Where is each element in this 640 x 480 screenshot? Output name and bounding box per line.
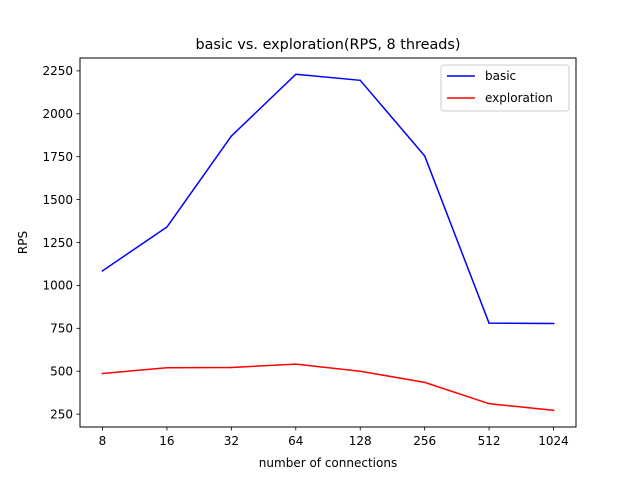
chart-title: basic vs. exploration(RPS, 8 threads)	[195, 37, 460, 53]
y-tick-label: 1250	[42, 236, 73, 250]
x-axis-label: number of connections	[259, 456, 397, 470]
legend: basic exploration	[440, 64, 570, 112]
data-point-basic	[359, 79, 361, 82]
x-tick-label: 1024	[538, 434, 569, 448]
y-tick-label: 500	[50, 365, 73, 379]
x-tick-label: 256	[413, 434, 436, 448]
y-axis: 250 500 750 1000 1250 1500 1750 2000 2250	[42, 64, 80, 421]
data-point-exploration	[101, 372, 104, 375]
data-point-exploration	[552, 409, 555, 412]
plot-area	[79, 57, 577, 428]
y-tick-label: 750	[50, 322, 73, 336]
data-point-exploration	[295, 363, 297, 365]
x-tick-label: 16	[159, 434, 174, 448]
x-tick-label: 32	[224, 434, 239, 448]
x-tick-label: 8	[99, 434, 107, 448]
y-tick-label: 1500	[42, 193, 73, 207]
data-point-basic	[552, 322, 555, 325]
x-tick-label: 64	[288, 434, 303, 448]
y-tick-label: 1000	[42, 279, 73, 293]
legend-label-basic: basic	[485, 69, 516, 83]
data-point-exploration	[166, 367, 168, 369]
series-line-exploration	[101, 363, 555, 412]
y-tick-label: 2250	[42, 64, 73, 78]
data-point-basic	[230, 135, 233, 137]
data-point-exploration	[230, 366, 233, 369]
data-point-basic	[166, 226, 168, 228]
data-point-basic	[295, 73, 297, 76]
legend-label-exploration: exploration	[485, 91, 553, 105]
y-axis-label: RPS	[16, 231, 30, 254]
x-tick-label: 512	[478, 434, 501, 448]
y-tick-label: 1750	[42, 150, 73, 164]
y-tick-label: 250	[50, 407, 73, 421]
data-point-basic	[488, 322, 490, 324]
x-axis: 8 16 32 64 128 256 512 1024	[99, 427, 569, 448]
data-point-basic	[423, 155, 426, 157]
y-tick-label: 2000	[42, 107, 73, 121]
data-point-exploration	[488, 402, 490, 405]
x-tick-label: 128	[349, 434, 372, 448]
data-point-basic	[101, 270, 104, 272]
series-line-basic	[101, 73, 555, 325]
series-layer	[101, 73, 555, 412]
data-point-exploration	[359, 370, 361, 372]
data-point-exploration	[423, 381, 426, 384]
